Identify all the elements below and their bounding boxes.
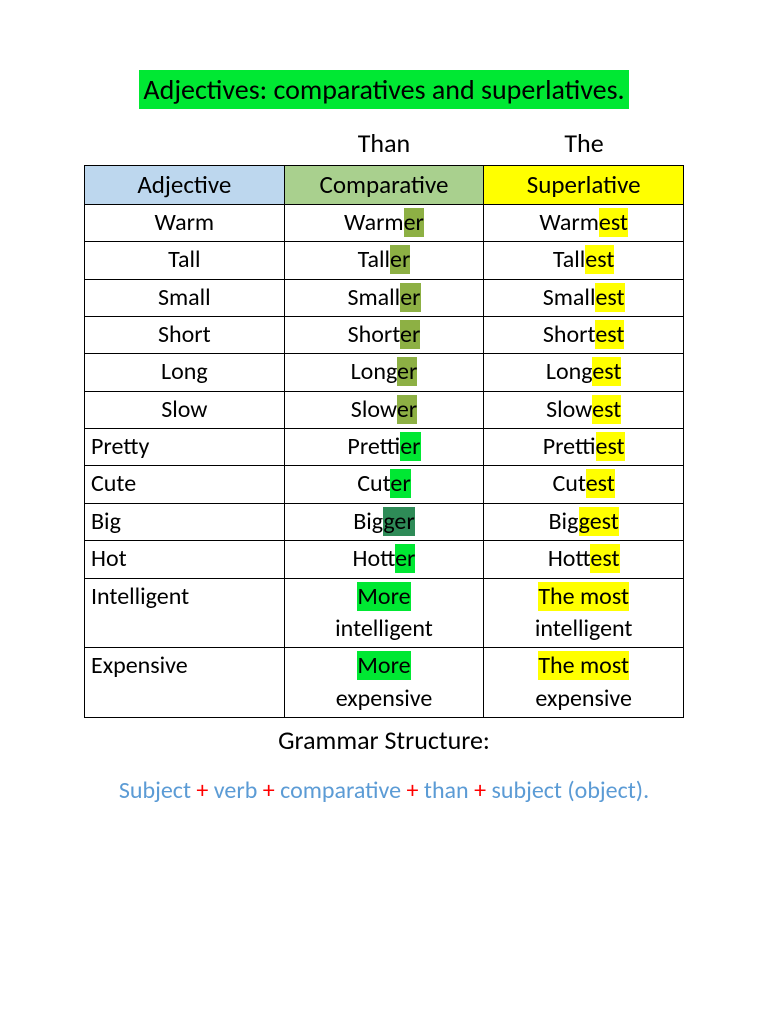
title-wrap: Adjectives: comparatives and superlative… [60,70,708,109]
cell-comparative: Bigger [284,503,484,540]
plus-icon: + [191,776,214,805]
hint-spacer [84,127,284,159]
cell-comparative: Hotter [284,541,484,578]
structure-part: subject (object). [491,776,649,805]
cell-adjective: Long [85,354,285,391]
cell-superlative: The mostexpensive [484,648,684,718]
cell-adjective: Slow [85,391,285,428]
cell-adjective: Cute [85,466,285,503]
structure-part: verb [214,776,258,805]
table-row: ShortShorterShortest [85,316,684,353]
cell-adjective: Small [85,279,285,316]
cell-comparative: Moreexpensive [284,648,484,718]
cell-comparative: Prettier [284,429,484,466]
table-row: PrettyPrettierPrettiest [85,429,684,466]
cell-adjective: Big [85,503,285,540]
header-comparative: Comparative [284,166,484,205]
cell-comparative: Smaller [284,279,484,316]
cell-comparative: Taller [284,242,484,279]
cell-superlative: Prettiest [484,429,684,466]
structure-part: than [424,776,469,805]
adjectives-table: AdjectiveComparativeSuperlativeWarmWarme… [84,165,684,718]
cell-comparative: Moreintelligent [284,578,484,648]
cell-adjective: Short [85,316,285,353]
table-row: SmallSmallerSmallest [85,279,684,316]
plus-icon: + [257,776,280,805]
page: Adjectives: comparatives and superlative… [0,0,768,805]
cell-comparative: Warmer [284,204,484,241]
header-superlative: Superlative [484,166,684,205]
column-hints: Than The [84,127,684,159]
structure-sentence: Subject + verb + comparative + than + su… [60,776,708,805]
cell-comparative: Slower [284,391,484,428]
table-row: TallTallerTallest [85,242,684,279]
structure-label: Grammar Structure: [60,724,708,756]
cell-superlative: Tallest [484,242,684,279]
table-row: WarmWarmerWarmest [85,204,684,241]
table-row: LongLongerLongest [85,354,684,391]
table-row: IntelligentMoreintelligentThe mostintell… [85,578,684,648]
header-adjective: Adjective [85,166,285,205]
cell-adjective: Expensive [85,648,285,718]
cell-superlative: Hottest [484,541,684,578]
plus-icon: + [401,776,424,805]
table-row: SlowSlowerSlowest [85,391,684,428]
cell-superlative: Cutest [484,466,684,503]
cell-comparative: Shorter [284,316,484,353]
page-title: Adjectives: comparatives and superlative… [139,70,628,109]
cell-adjective: Warm [85,204,285,241]
structure-part: Subject [119,776,191,805]
table-row: HotHotterHottest [85,541,684,578]
cell-superlative: Longest [484,354,684,391]
table-row: CuteCuterCutest [85,466,684,503]
structure-part: comparative [280,776,401,805]
cell-superlative: Biggest [484,503,684,540]
cell-superlative: Smallest [484,279,684,316]
cell-comparative: Longer [284,354,484,391]
cell-adjective: Tall [85,242,285,279]
cell-superlative: Slowest [484,391,684,428]
cell-adjective: Hot [85,541,285,578]
cell-comparative: Cuter [284,466,484,503]
cell-superlative: Shortest [484,316,684,353]
table-row: BigBiggerBiggest [85,503,684,540]
table-row: ExpensiveMoreexpensiveThe mostexpensive [85,648,684,718]
cell-superlative: The mostintelligent [484,578,684,648]
cell-adjective: Intelligent [85,578,285,648]
hint-the: The [484,127,684,159]
hint-than: Than [284,127,484,159]
cell-adjective: Pretty [85,429,285,466]
plus-icon: + [469,776,492,805]
cell-superlative: Warmest [484,204,684,241]
